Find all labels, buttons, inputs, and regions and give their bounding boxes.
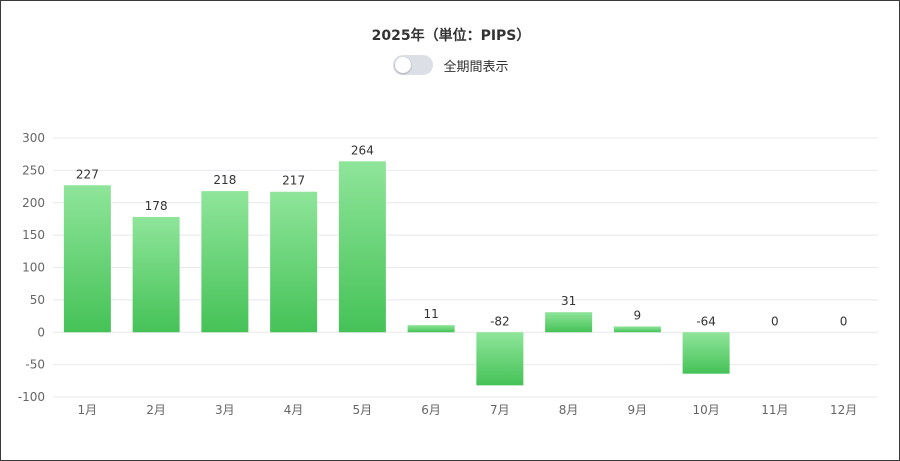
bar[interactable]	[545, 312, 593, 333]
data-label: -82	[490, 314, 510, 328]
bar[interactable]	[682, 332, 730, 374]
x-tick-label: 9月	[628, 403, 648, 417]
x-tick-label: 3月	[215, 403, 235, 417]
data-label: 227	[76, 167, 99, 181]
bar[interactable]	[338, 161, 386, 333]
data-label: 218	[213, 173, 236, 187]
y-tick-label: -100	[18, 390, 45, 404]
y-tick-label: 0	[37, 325, 45, 339]
data-label: 178	[145, 199, 168, 213]
all-period-toggle-row: 全期間表示	[1, 55, 900, 75]
data-label: 0	[771, 314, 779, 328]
x-tick-label: 10月	[692, 403, 719, 417]
chart-title: 2025年（単位：PIPS）	[371, 28, 531, 44]
x-tick-label: 4月	[284, 403, 304, 417]
y-tick-label: 300	[22, 131, 45, 145]
data-label: -64	[696, 314, 716, 328]
y-tick-label: -50	[25, 358, 45, 372]
data-label: 11	[423, 307, 438, 321]
bar[interactable]	[201, 191, 249, 333]
all-period-toggle-label: 全期間表示	[443, 59, 509, 75]
x-tick-label: 12月	[830, 403, 857, 417]
x-tick-label: 1月	[78, 403, 98, 417]
x-tick-label: 5月	[353, 403, 373, 417]
x-tick-label: 2月	[146, 403, 166, 417]
data-label: 217	[282, 174, 305, 188]
y-tick-label: 150	[22, 228, 45, 242]
bar[interactable]	[407, 325, 455, 333]
bar[interactable]	[476, 332, 524, 386]
label-layer: 227 1月 178 2月 218 3月 217 4月 264 5月 11 6月 -82 7月 31 8月 9 9…	[76, 143, 857, 417]
bar[interactable]	[270, 191, 318, 333]
bar[interactable]	[132, 216, 180, 333]
bar[interactable]	[613, 326, 661, 333]
data-label: 264	[351, 143, 374, 157]
toggle-knob	[395, 57, 412, 73]
y-tick-label: 200	[22, 196, 45, 210]
all-period-toggle[interactable]	[393, 55, 434, 75]
x-tick-label: 8月	[559, 403, 579, 417]
x-tick-label: 7月	[490, 403, 510, 417]
y-tick-label: 100	[22, 261, 45, 275]
bar[interactable]	[63, 185, 111, 333]
grid-layer: -100 -50 0 50 100 150 200 250 300	[18, 131, 878, 404]
y-tick-label: 50	[30, 293, 45, 307]
data-label: 9	[634, 308, 642, 322]
x-tick-label: 11月	[761, 403, 788, 417]
x-tick-label: 6月	[421, 403, 441, 417]
y-tick-label: 250	[22, 163, 45, 177]
data-label: 31	[561, 294, 576, 308]
data-label: 0	[840, 314, 848, 328]
bar-layer	[63, 161, 730, 386]
